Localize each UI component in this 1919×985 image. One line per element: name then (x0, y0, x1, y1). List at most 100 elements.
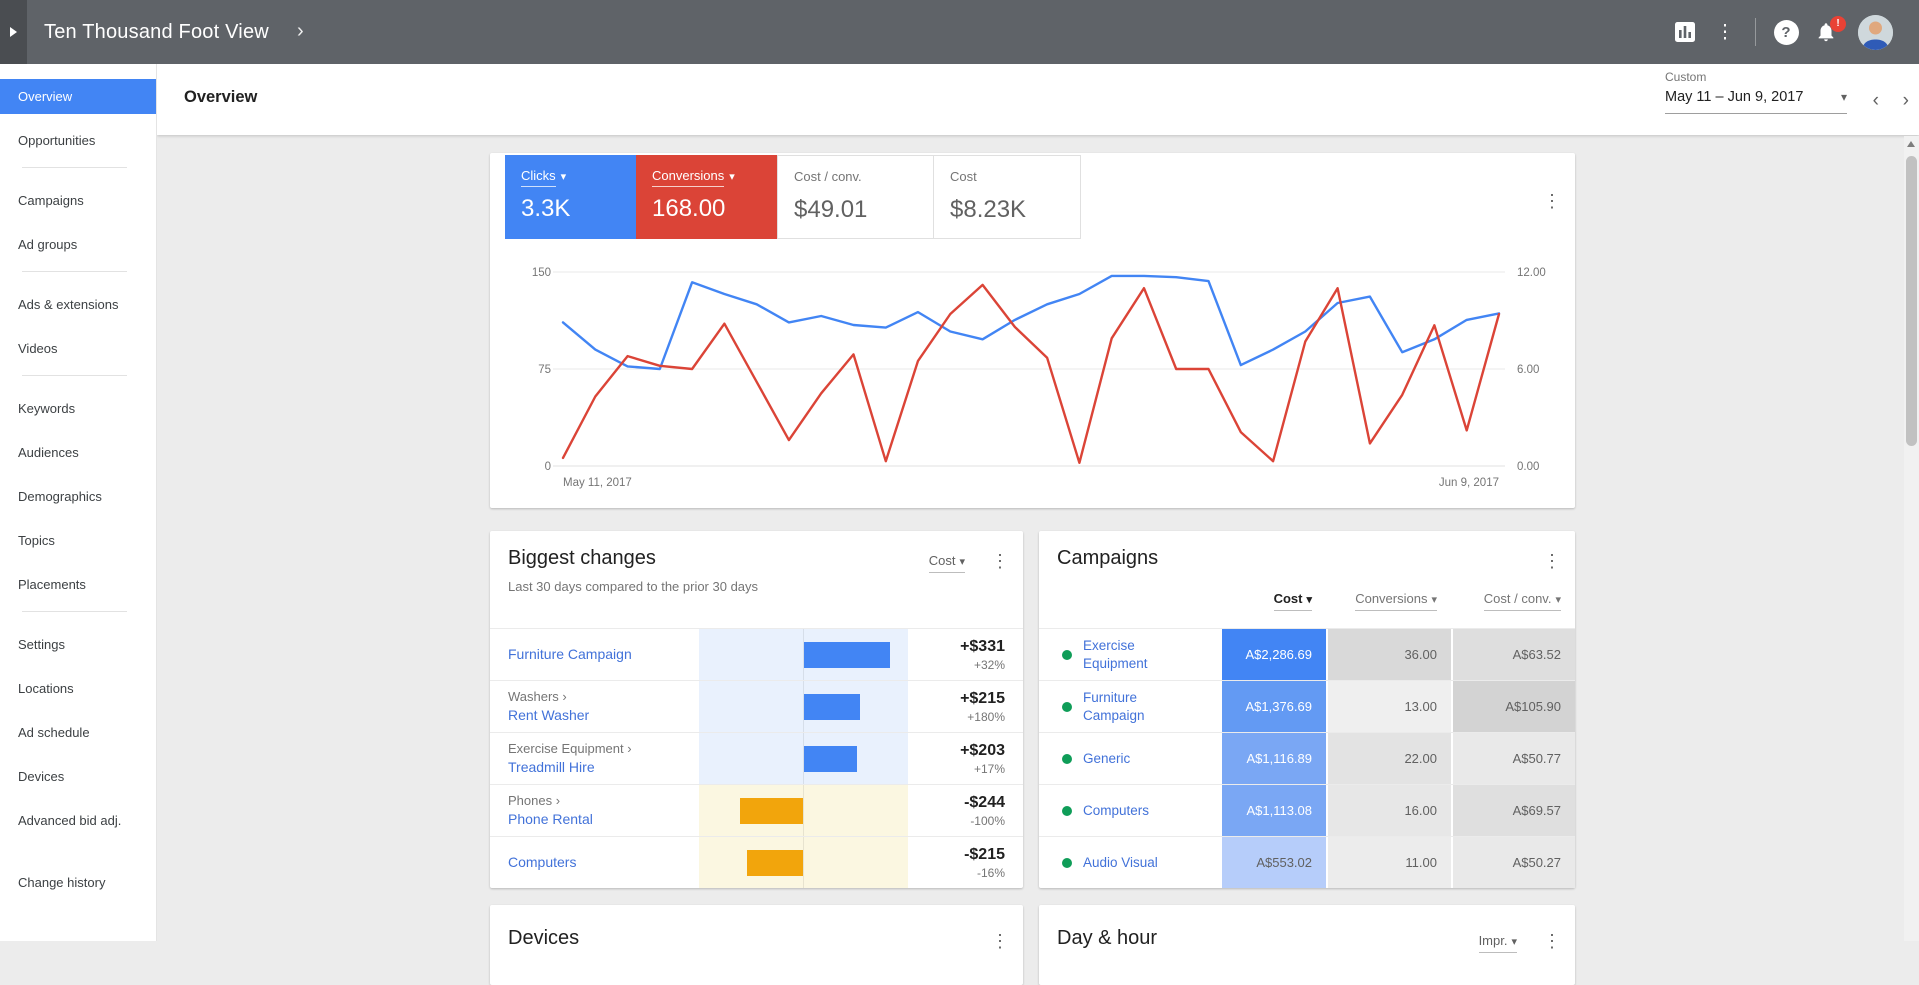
date-range-preset: Custom (1665, 70, 1707, 84)
day-hour-metric-dropdown[interactable]: Impr. (1478, 933, 1517, 953)
campaign-cost-cell: A$1,376.69 (1220, 681, 1326, 732)
left-axis-tick: 75 (538, 364, 551, 376)
date-prev-button[interactable] (1873, 90, 1879, 112)
campaign-link[interactable]: Furniture Campaign (1083, 689, 1145, 723)
account-chevron-icon[interactable] (297, 0, 304, 64)
sidebar-item-locations[interactable]: Locations (18, 681, 74, 696)
sidebar-item-audiences[interactable]: Audiences (18, 445, 79, 460)
campaign-link[interactable]: Generic (1083, 750, 1131, 766)
biggest-changes-metric-dropdown[interactable]: Cost (928, 553, 965, 573)
biggest-changes-table: Furniture Campaign +$331 +32% Washers › Rent… (490, 628, 1023, 888)
topbar-divider (1755, 18, 1756, 46)
overview-trend-card: Clicks 3.3K Conversions 168.00 Cost / co… (490, 153, 1575, 508)
change-item-parent: Washers › (508, 689, 567, 705)
metric-box-cost: Cost $8.23K (933, 155, 1081, 239)
column-header-conversions[interactable]: Conversions (1326, 591, 1451, 628)
cost-label: Cost (950, 169, 977, 184)
sidebar-item-ad-groups[interactable]: Ad groups (18, 237, 78, 252)
sidebar-item-videos[interactable]: Videos (18, 341, 58, 356)
change-item-link[interactable]: Phone Rental (508, 810, 593, 827)
campaign-conversions-cell: 22.00 (1326, 733, 1451, 784)
status-enabled-icon (1062, 857, 1072, 868)
campaign-cost-per-conv-cell: A$50.77 (1451, 733, 1575, 784)
sidebar-item-placements[interactable]: Placements (18, 577, 86, 592)
campaign-cost-per-conv-cell: A$105.90 (1451, 681, 1575, 732)
right-axis-tick: 6.00 (1517, 364, 1539, 376)
change-percent: +180% (967, 709, 1005, 724)
chevron-down-icon (1306, 591, 1312, 606)
biggest-changes-row-furniture-campaign: Furniture Campaign +$331 +32% (490, 628, 1023, 680)
day-hour-menu-button[interactable] (1543, 931, 1559, 952)
sidebar-item-settings[interactable]: Settings (18, 637, 65, 652)
status-enabled-icon (1062, 753, 1072, 764)
account-title: Ten Thousand Foot View (44, 21, 269, 43)
campaigns-menu-button[interactable] (1543, 551, 1559, 572)
sidebar-item-ad-schedule[interactable]: Ad schedule (18, 725, 90, 740)
chevron-down-icon (1431, 591, 1437, 606)
sidebar-item-overview[interactable]: Overview (0, 79, 156, 114)
column-header-cost[interactable]: Cost (1220, 591, 1326, 628)
campaign-cost-per-conv-cell: A$69.57 (1451, 785, 1575, 836)
change-item-link[interactable]: Computers (508, 854, 577, 871)
change-item-link[interactable]: Furniture Campaign (508, 646, 632, 663)
vertical-scrollbar[interactable] (1904, 136, 1919, 941)
change-percent: -16% (976, 865, 1005, 880)
chart-card-menu-button[interactable] (1543, 191, 1559, 212)
change-item-link[interactable]: Rent Washer (508, 706, 590, 723)
change-percent: +17% (973, 761, 1005, 776)
sidebar-item-devices[interactable]: Devices (18, 769, 65, 784)
chevron-down-icon (729, 168, 735, 183)
tools-menu-button[interactable] (1705, 12, 1745, 52)
sidebar-item-advanced-bid-adj[interactable]: Advanced bid adj. (18, 813, 122, 828)
biggest-changes-card: Biggest changes Last 30 days compared to… (490, 531, 1023, 888)
column-header-cost-per-conv[interactable]: Cost / conv. (1451, 591, 1575, 628)
campaign-row-audio-visual: Audio Visual A$553.02 11.00 A$50.27 (1039, 836, 1575, 888)
metric-box-clicks[interactable]: Clicks 3.3K (505, 155, 636, 239)
campaign-cost-cell: A$1,113.08 (1220, 785, 1326, 836)
campaign-cost-cell: A$553.02 (1220, 837, 1326, 888)
change-bar-track (699, 629, 908, 680)
change-values: -$215 -16% (908, 837, 1023, 888)
scrollbar-thumb[interactable] (1906, 156, 1917, 446)
campaign-name-cell: Audio Visual (1039, 837, 1220, 888)
metric-box-conversions[interactable]: Conversions 168.00 (636, 155, 777, 239)
help-button[interactable] (1766, 12, 1806, 52)
campaign-name-cell: Computers (1039, 785, 1220, 836)
change-bar (747, 850, 803, 876)
campaign-link[interactable]: Audio Visual (1083, 854, 1158, 870)
sidebar-item-demographics[interactable]: Demographics (18, 489, 102, 504)
sidebar-item-ads-extensions[interactable]: Ads & extensions (18, 297, 119, 312)
right-axis-tick: 0.00 (1517, 461, 1539, 473)
change-item-parent: Exercise Equipment › (508, 741, 632, 757)
sidebar-spacer (0, 847, 156, 865)
change-item-link[interactable]: Treadmill Hire (508, 758, 595, 775)
x-axis-end-label: Jun 9, 2017 (1439, 477, 1499, 489)
campaigns-table: Exercise Equipment A$2,286.69 36.00 A$63.52… (1039, 628, 1575, 888)
notifications-button[interactable]: ! (1806, 12, 1846, 52)
date-next-button[interactable] (1903, 90, 1909, 112)
reports-button[interactable] (1665, 12, 1705, 52)
chevron-down-icon (561, 168, 567, 183)
avatar[interactable] (1858, 14, 1893, 50)
campaign-name-cell: Exercise Equipment (1039, 629, 1220, 680)
sidebar-item-opportunities[interactable]: Opportunities (18, 133, 96, 148)
conversions-metric-dropdown[interactable]: Conversions (652, 168, 725, 187)
biggest-changes-row-rent-washer: Washers › Rent Washer +$215 +180% (490, 680, 1023, 732)
sidebar-item-topics[interactable]: Topics (18, 533, 55, 548)
date-range-picker[interactable]: Custom May 11 – Jun 9, 2017 (1665, 70, 1847, 114)
change-amount: +$215 (960, 689, 1005, 707)
left-axis-tick: 150 (532, 267, 551, 279)
campaign-link[interactable]: Exercise Equipment (1083, 637, 1148, 671)
campaign-link[interactable]: Computers (1083, 802, 1150, 818)
sidebar-item-change-history[interactable]: Change history (18, 875, 106, 890)
scroll-up-arrow-icon[interactable] (1907, 141, 1915, 147)
biggest-changes-subtitle: Last 30 days compared to the prior 30 da… (508, 579, 759, 594)
cost-per-conv-label: Cost / conv. (794, 169, 862, 184)
sidebar-nav: Overview Opportunities Campaigns Ad groups A… (0, 64, 157, 941)
clicks-metric-dropdown[interactable]: Clicks (521, 168, 556, 187)
sidebar-item-campaigns[interactable]: Campaigns (18, 193, 84, 208)
sidebar-item-keywords[interactable]: Keywords (18, 401, 76, 416)
nav-expand-button[interactable] (0, 0, 27, 64)
devices-menu-button[interactable] (991, 931, 1007, 952)
biggest-changes-menu-button[interactable] (991, 551, 1007, 572)
